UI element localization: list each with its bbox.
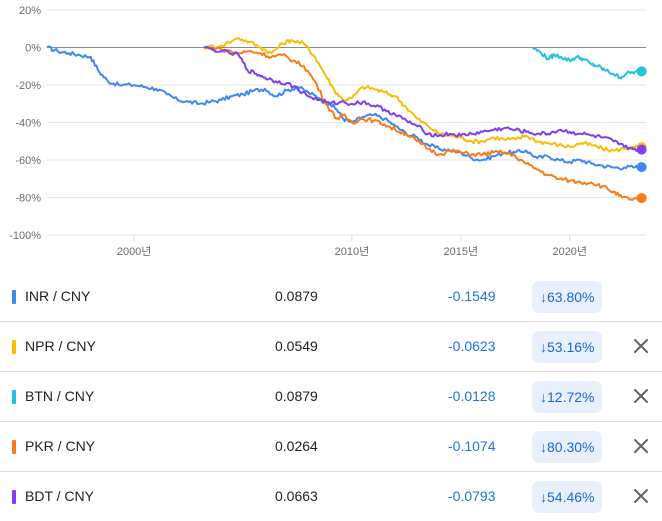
exchange-rate: 0.0879	[275, 388, 318, 404]
currency-row-npr[interactable]: NPR / CNY 0.0549 -0.0623 ↓53.16%	[0, 322, 662, 372]
currency-row-pkr[interactable]: PKR / CNY 0.0264 -0.1074 ↓80.30%	[0, 422, 662, 472]
y-tick-label: 0%	[25, 43, 41, 55]
close-icon[interactable]	[630, 435, 652, 457]
percent-change-badge: ↓63.80%	[532, 281, 603, 313]
currency-comparison-list: INR / CNY 0.0879 -0.1549 ↓63.80% NPR / CNY 0.…	[0, 272, 662, 521]
legend-swatch	[12, 340, 16, 354]
currency-row-inr[interactable]: INR / CNY 0.0879 -0.1549 ↓63.80%	[0, 272, 662, 322]
series-lines	[46, 37, 647, 204]
x-axis-ticks: 2000년 2010년 2015년 2020년	[117, 245, 587, 258]
percent-change-badge: ↓54.46%	[532, 481, 603, 513]
exchange-rate: 0.0264	[275, 438, 318, 454]
legend-swatch	[12, 440, 16, 454]
series-endpoint-pkr	[636, 193, 647, 204]
absolute-change: -0.0623	[448, 338, 496, 354]
series-endpoint-btn	[636, 66, 647, 77]
x-tick-label: 2010년	[335, 245, 370, 258]
series-line-btn	[531, 46, 643, 80]
y-tick-label: -80%	[15, 193, 41, 205]
y-tick-label: -40%	[15, 118, 41, 130]
exchange-rate: 0.0879	[275, 288, 318, 304]
legend-swatch	[12, 390, 16, 404]
y-tick-label: -20%	[15, 80, 41, 92]
exchange-rate: 0.0663	[275, 488, 318, 504]
currency-pair-label: NPR / CNY	[25, 338, 96, 354]
close-icon[interactable]	[630, 335, 652, 357]
currency-pair-label: PKR / CNY	[25, 438, 96, 454]
currency-row-btn[interactable]: BTN / CNY 0.0879 -0.0128 ↓12.72%	[0, 372, 662, 422]
currency-pair-label: INR / CNY	[25, 288, 91, 304]
exchange-rate: 0.0549	[275, 338, 318, 354]
currency-row-bdt[interactable]: BDT / CNY 0.0663 -0.0793 ↓54.46%	[0, 472, 662, 521]
gridlines	[47, 9, 646, 241]
x-tick-label: 2015년	[444, 245, 479, 258]
percent-change-badge: ↓53.16%	[532, 331, 603, 363]
series-line-pkr	[203, 46, 643, 201]
y-tick-label: -60%	[15, 155, 41, 167]
x-tick-label: 2020년	[552, 245, 587, 258]
absolute-change: -0.1549	[448, 288, 496, 304]
percent-change-badge: ↓80.30%	[532, 431, 603, 463]
percent-change-badge: ↓12.72%	[532, 381, 603, 413]
series-line-inr	[46, 45, 643, 171]
absolute-change: -0.0793	[448, 488, 496, 504]
series-endpoint-bdt	[636, 144, 647, 155]
series-line-npr	[203, 37, 642, 153]
absolute-change: -0.1074	[448, 438, 496, 454]
comparison-line-chart: 20% 0% -20% -40% -60% -80% -100% 2000년 2010년 201…	[9, 5, 647, 258]
y-tick-label: -100%	[9, 230, 41, 242]
close-icon[interactable]	[630, 385, 652, 407]
currency-pair-label: BDT / CNY	[25, 488, 94, 504]
x-tick-label: 2000년	[117, 245, 152, 258]
y-axis-ticks: 20% 0% -20% -40% -60% -80% -100%	[9, 5, 41, 242]
legend-swatch	[12, 290, 16, 304]
close-icon[interactable]	[630, 485, 652, 507]
series-line-bdt	[203, 45, 643, 152]
legend-swatch	[12, 490, 16, 504]
absolute-change: -0.0128	[448, 388, 496, 404]
y-tick-label: 20%	[19, 5, 41, 17]
currency-pair-label: BTN / CNY	[25, 388, 95, 404]
series-endpoint-inr	[636, 162, 647, 173]
